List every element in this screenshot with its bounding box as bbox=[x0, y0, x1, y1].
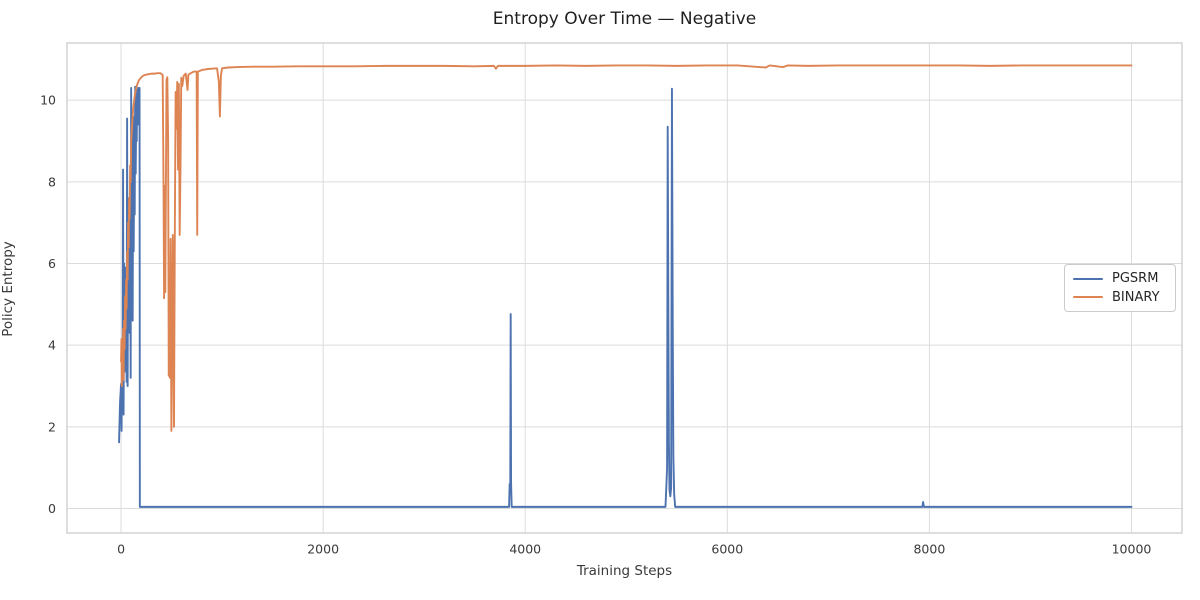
legend-label-pgsrm: PGSRM bbox=[1112, 271, 1159, 287]
y-tick-label: 4 bbox=[48, 338, 56, 353]
y-tick-label: 10 bbox=[40, 93, 56, 108]
x-tick-label: 4000 bbox=[509, 542, 541, 557]
x-tick-label: 0 bbox=[117, 542, 125, 557]
y-tick-label: 2 bbox=[48, 419, 56, 434]
plot-border bbox=[66, 42, 1183, 534]
y-tick-label: 8 bbox=[48, 174, 56, 189]
series-line-binary bbox=[120, 64, 1133, 432]
x-axis-label: Training Steps bbox=[576, 563, 673, 579]
legend-item-binary[interactable]: BINARY bbox=[1073, 291, 1167, 304]
legend: PGSRM BINARY bbox=[1064, 264, 1176, 312]
binary-line-swatch bbox=[1073, 295, 1103, 299]
x-tick-label: 6000 bbox=[711, 542, 743, 557]
y-tick-label: 0 bbox=[48, 501, 56, 516]
x-tick-label: 2000 bbox=[307, 542, 339, 557]
x-tick-label: 10000 bbox=[1112, 542, 1152, 557]
chart-title: Entropy Over Time — Negative bbox=[492, 9, 757, 29]
y-tick-label: 6 bbox=[48, 256, 56, 271]
legend-item-pgsrm[interactable]: PGSRM bbox=[1073, 272, 1167, 285]
series-line-pgsrm bbox=[118, 85, 1133, 508]
legend-label-binary: BINARY bbox=[1112, 289, 1160, 305]
x-tick-label: 8000 bbox=[913, 542, 945, 557]
pgsrm-line-swatch bbox=[1073, 277, 1103, 281]
